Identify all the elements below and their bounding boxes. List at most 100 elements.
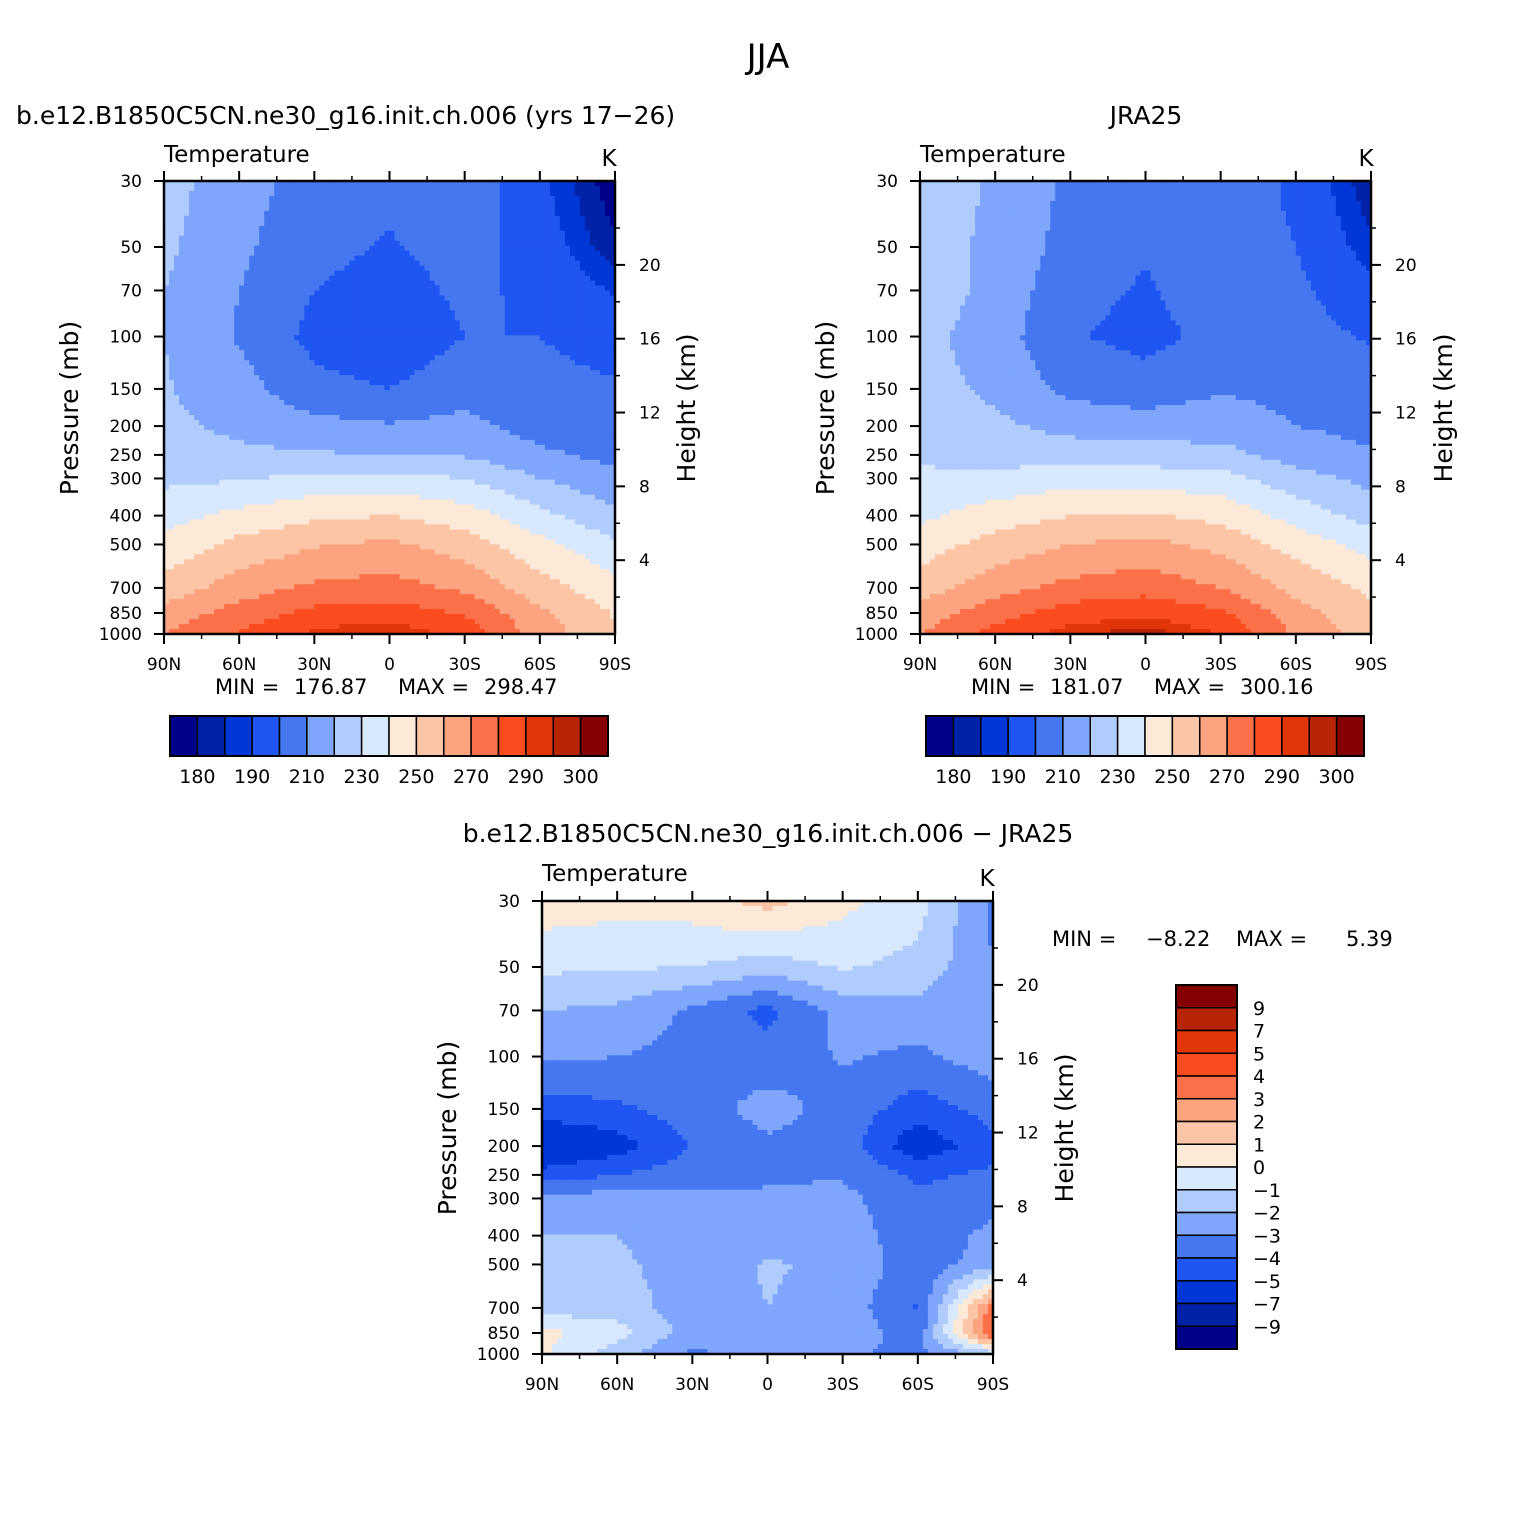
contour-cell xyxy=(565,315,571,321)
contour-cell xyxy=(174,420,180,426)
contour-cell xyxy=(184,291,190,297)
contour-cell xyxy=(244,241,250,247)
contour-cell xyxy=(344,440,350,446)
contour-cell xyxy=(314,390,320,396)
contour-cell xyxy=(239,365,245,371)
contour-cell xyxy=(540,295,546,301)
contour-cell xyxy=(410,435,416,441)
contour-cell xyxy=(500,415,506,421)
contour-cell xyxy=(485,206,491,212)
contour-cell xyxy=(435,435,441,441)
contour-cell xyxy=(505,300,511,306)
contour-cell xyxy=(585,365,591,371)
contour-cell xyxy=(299,400,305,406)
contour-cell xyxy=(515,355,521,361)
contour-cell xyxy=(555,350,561,356)
contour-cell xyxy=(254,241,260,247)
contour-cell xyxy=(289,435,295,441)
contour-cell xyxy=(535,340,541,346)
contour-cell xyxy=(510,405,516,411)
contour-cell xyxy=(374,405,380,411)
contour-cell xyxy=(279,400,285,406)
contour-cell xyxy=(309,355,315,361)
contour-cell xyxy=(395,216,401,222)
contour-cell xyxy=(555,236,561,242)
contour-cell xyxy=(354,266,360,272)
contour-cell xyxy=(214,380,220,386)
contour-cell xyxy=(585,340,591,346)
contour-cell xyxy=(374,211,380,217)
contour-cell xyxy=(600,196,606,202)
contour-cell xyxy=(490,340,496,346)
contour-cell xyxy=(264,440,270,446)
contour-cell xyxy=(515,420,521,426)
contour-cell xyxy=(390,405,396,411)
contour-cell xyxy=(405,360,411,366)
contour-cell xyxy=(390,320,396,326)
contour-cell xyxy=(420,355,426,361)
contour-cell xyxy=(575,236,581,242)
contour-cell xyxy=(550,221,556,227)
contour-cell xyxy=(274,430,280,436)
contour-cell xyxy=(570,325,576,331)
contour-cell xyxy=(545,425,551,431)
contour-cell xyxy=(425,375,431,381)
contour-cell xyxy=(204,310,210,316)
contour-cell xyxy=(435,266,441,272)
contour-cell xyxy=(570,395,576,401)
contour-cell xyxy=(595,295,601,301)
contour-cell xyxy=(525,450,531,456)
contour-cell xyxy=(585,300,591,306)
contour-cell xyxy=(425,201,431,207)
contour-cell xyxy=(314,405,320,411)
contour-cell xyxy=(244,236,250,242)
contour-cell xyxy=(515,385,521,391)
contour-cell xyxy=(590,246,596,252)
contour-cell xyxy=(169,340,175,346)
contour-cell xyxy=(274,355,280,361)
contour-cell xyxy=(324,360,330,366)
contour-cell xyxy=(395,415,401,421)
contour-cell xyxy=(234,261,240,267)
contour-cell xyxy=(359,390,365,396)
contour-cell xyxy=(505,335,511,341)
contour-cell xyxy=(354,415,360,421)
contour-cell xyxy=(460,445,466,451)
contour-cell xyxy=(530,440,536,446)
contour-cell xyxy=(219,420,225,426)
contour-cell xyxy=(199,251,205,257)
contour-cell xyxy=(505,206,511,212)
contour-cell xyxy=(465,295,471,301)
contour-cell xyxy=(304,455,310,461)
contour-cell xyxy=(339,355,345,361)
contour-cell xyxy=(304,186,310,192)
contour-cell xyxy=(560,246,566,252)
contour-cell xyxy=(575,281,581,287)
contour-cell xyxy=(309,440,315,446)
contour-cell xyxy=(309,291,315,297)
contour-cell xyxy=(580,370,586,376)
contour-cell xyxy=(550,206,556,212)
contour-cell xyxy=(189,236,195,242)
contour-cell xyxy=(490,315,496,321)
contour-cell xyxy=(319,266,325,272)
contour-cell xyxy=(580,320,586,326)
contour-cell xyxy=(570,435,576,441)
contour-cell xyxy=(364,256,370,262)
contour-cell xyxy=(420,295,426,301)
contour-cell xyxy=(319,420,325,426)
contour-cell xyxy=(555,281,561,287)
contour-cell xyxy=(550,281,556,287)
contour-cell xyxy=(570,186,576,192)
contour-cell xyxy=(540,390,546,396)
contour-cell xyxy=(244,305,250,311)
contour-cell xyxy=(495,355,501,361)
contour-cell xyxy=(319,211,325,217)
contour-cell xyxy=(415,310,421,316)
contour-cell xyxy=(560,271,566,277)
contour-cell xyxy=(274,435,280,441)
contour-cell xyxy=(229,256,235,262)
contour-cell xyxy=(229,455,235,461)
contour-cell xyxy=(174,405,180,411)
contour-cell xyxy=(384,231,390,237)
